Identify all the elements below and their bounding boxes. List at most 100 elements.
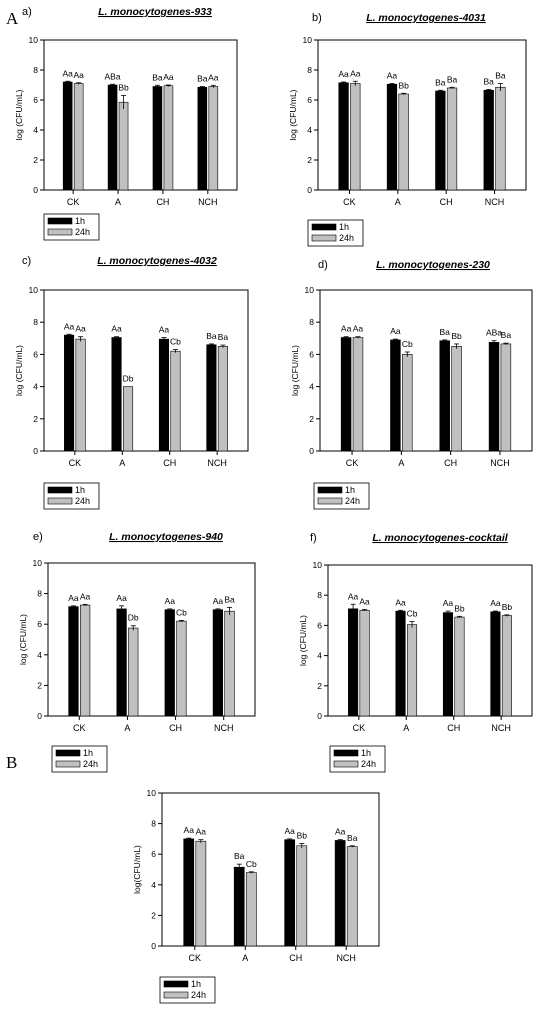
y-tick-label: 10 (147, 788, 157, 798)
category-label: A (124, 723, 130, 733)
legend-label-1h: 1h (75, 485, 85, 495)
bar-24h-CK (359, 609, 370, 717)
chart-title: L. monocytogenes-4032 (97, 255, 217, 267)
significance-label: Aa (338, 69, 349, 79)
significance-label: Aa (196, 827, 207, 837)
legend-swatch-24h (333, 760, 359, 768)
significance-label: Aa (395, 597, 406, 607)
y-tick-label: 10 (29, 285, 39, 295)
y-tick-label: 4 (33, 125, 38, 135)
category-label: A (403, 723, 409, 733)
y-tick-label: 6 (33, 349, 38, 359)
y-tick-label: 2 (33, 155, 38, 165)
bar-24h-NCH (346, 846, 358, 947)
y-tick-label: 8 (317, 590, 322, 600)
category-label: NCH (490, 458, 510, 468)
y-tick-label: 6 (151, 849, 156, 859)
bar-1h-CH (442, 612, 454, 717)
bar-1h-CK (68, 606, 79, 717)
y-tick-label: 8 (151, 819, 156, 829)
legend-swatch-24h (55, 760, 81, 768)
legend-swatch-24h (311, 234, 337, 242)
category-label: CK (346, 458, 359, 468)
category-label: A (398, 458, 404, 468)
bar-24h-A (128, 627, 139, 717)
bar-24h-NCH (208, 86, 219, 191)
category-label: A (115, 197, 121, 207)
bar-24h-A (245, 872, 257, 947)
bar-24h-CH (454, 616, 465, 717)
legend-swatch-24h (317, 497, 343, 505)
y-tick-label: 6 (309, 349, 314, 359)
chart-title: L. monocytogenes-4031 (366, 12, 486, 24)
y-tick-label: 2 (37, 680, 42, 690)
category-label: CH (156, 197, 169, 207)
bar-24h-CH (170, 350, 181, 452)
category-label: CK (69, 458, 82, 468)
significance-label: Cb (176, 607, 187, 617)
y-axis-label: log (CFU/mL) (298, 615, 308, 666)
bar-1h-CK (348, 608, 359, 717)
bar-1h-NCH (197, 86, 208, 191)
category-label: CH (169, 723, 182, 733)
plot-frame (47, 562, 256, 717)
category-label: NCH (336, 953, 356, 963)
subpanel-letter: e) (33, 531, 43, 543)
y-tick-label: 4 (151, 880, 156, 890)
subpanel-letter: d) (318, 259, 328, 271)
category-label: CK (353, 723, 366, 733)
charts-container: 0 2 4 6 8 10 log (CFU/mL) a) L. monocytogenes-93… (14, 6, 533, 1004)
category-label: CH (289, 953, 302, 963)
significance-label: Bb (398, 80, 409, 90)
chart-title: L. monocytogenes-940 (109, 531, 223, 543)
significance-label: Aa (353, 324, 364, 334)
bar-24h-NCH (495, 86, 506, 191)
bar-1h-CK (62, 81, 73, 191)
significance-label: Ba (197, 74, 208, 84)
plot-frame (43, 39, 238, 191)
significance-label: Db (123, 374, 134, 384)
bar-24h-NCH (224, 610, 235, 717)
chart-d: 0 2 4 6 8 10 log (CFU/mL) d) L. monocytogenes-23… (290, 259, 533, 510)
plot-frame (317, 39, 527, 191)
y-tick-label: 10 (313, 560, 323, 570)
y-axis-label: log(CFU/mL) (132, 845, 142, 894)
significance-label: Aa (208, 72, 219, 82)
significance-label: Aa (165, 596, 176, 606)
significance-label: Aa (284, 826, 295, 836)
y-tick-label: 6 (37, 619, 42, 629)
significance-label: Cb (402, 339, 413, 349)
legend-swatch-1h (317, 486, 343, 494)
y-tick-label: 0 (151, 941, 156, 951)
y-tick-label: 2 (309, 414, 314, 424)
significance-label: Db (128, 613, 139, 623)
bar-1h-A (386, 83, 398, 191)
y-tick-label: 4 (37, 650, 42, 660)
bar-24h-CH (176, 620, 187, 717)
y-tick-label: 2 (307, 155, 312, 165)
bar-1h-CK (338, 82, 349, 191)
significance-label: Ba (206, 331, 217, 341)
significance-label: Aa (443, 598, 454, 608)
y-tick-label: 6 (307, 95, 312, 105)
bar-1h-A (111, 337, 122, 452)
bar-24h-CK (75, 338, 86, 452)
category-label: A (119, 458, 125, 468)
legend-label-24h: 24h (75, 496, 90, 506)
bar-24h-CK (195, 840, 207, 947)
chart-c: 0 2 4 6 8 10 log (CFU/mL) c) L. monocytogenes-40… (14, 255, 249, 510)
category-label: CH (447, 723, 460, 733)
y-tick-label: 2 (33, 414, 38, 424)
legend-label-1h: 1h (83, 748, 93, 758)
y-tick-label: 0 (309, 446, 314, 456)
bar-24h-NCH (500, 343, 512, 452)
significance-label: Ba (440, 327, 451, 337)
significance-label: ABa (486, 328, 502, 338)
category-label: CH (440, 197, 453, 207)
plot-frame (161, 792, 380, 947)
bar-1h-A (233, 866, 245, 947)
